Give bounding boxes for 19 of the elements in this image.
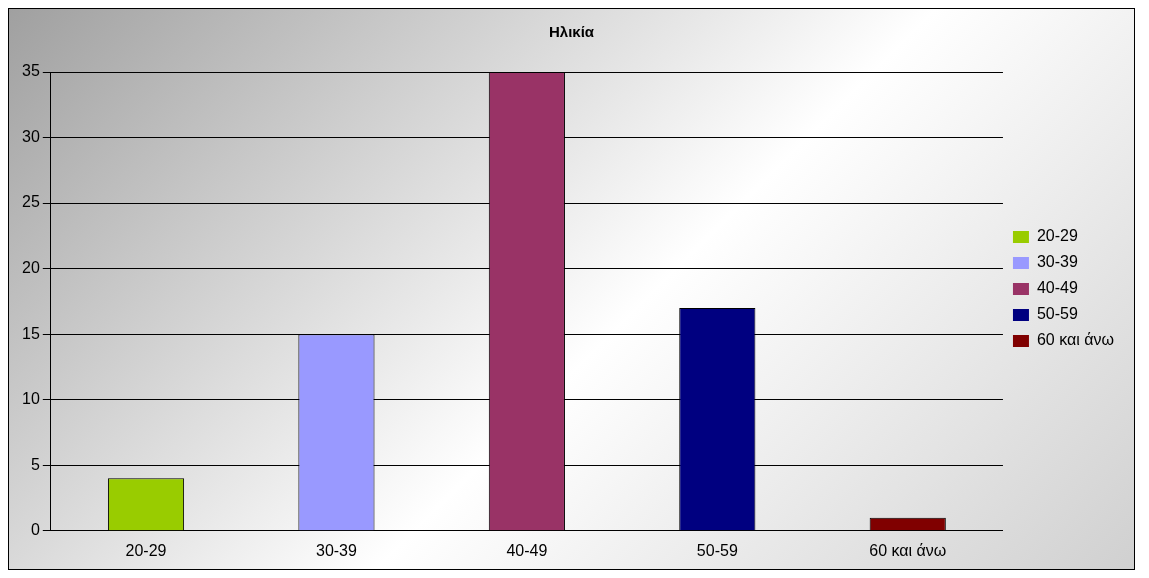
x-tick-label: 30-39 bbox=[315, 541, 358, 559]
y-tick-label: 30 bbox=[22, 127, 40, 145]
legend-label: 60 και άνω bbox=[1036, 331, 1115, 349]
y-tick-label: 0 bbox=[30, 521, 40, 539]
x-tick-label: 50-59 bbox=[696, 541, 738, 559]
legend-label: 30-39 bbox=[1036, 253, 1078, 271]
y-tick-label: 15 bbox=[22, 324, 40, 342]
x-tick-label: 40-49 bbox=[506, 541, 548, 559]
legend-label: 50-59 bbox=[1036, 305, 1078, 323]
y-tick-label: 20 bbox=[22, 259, 40, 277]
y-tick-label: 5 bbox=[30, 455, 40, 473]
y-tick-label: 25 bbox=[22, 193, 40, 211]
x-tick-label: 20-29 bbox=[125, 541, 167, 559]
y-tick-label: 35 bbox=[22, 62, 40, 80]
y-tick-label: 10 bbox=[22, 390, 40, 408]
chart-title: Ηλικία bbox=[548, 23, 595, 41]
legend-label: 40-49 bbox=[1036, 279, 1078, 297]
x-tick-label: 60 και άνω bbox=[869, 541, 947, 559]
legend-label: 20-29 bbox=[1036, 227, 1078, 245]
